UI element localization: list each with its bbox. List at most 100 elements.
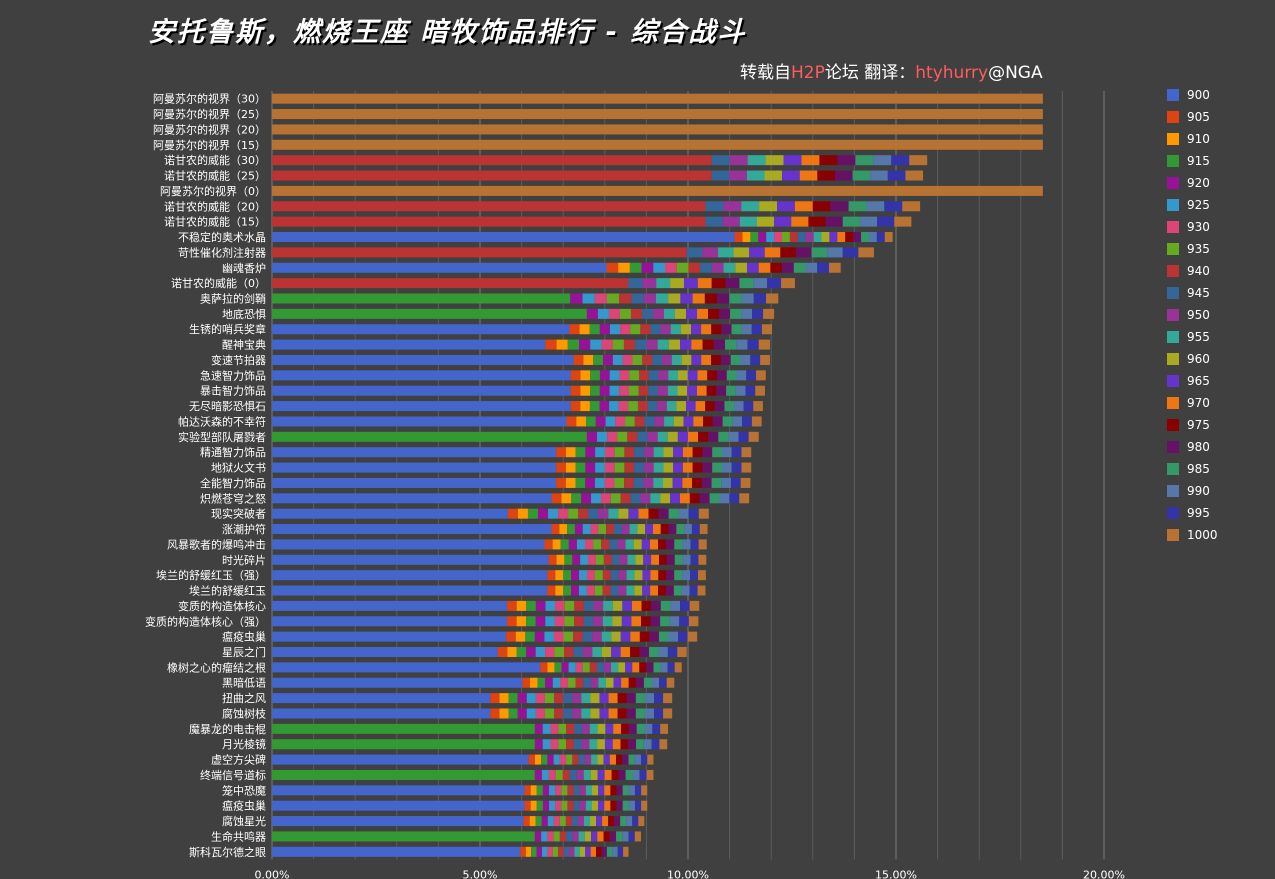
bar-segment <box>703 416 713 427</box>
bar-segment <box>643 739 652 750</box>
bar-segment <box>619 554 628 565</box>
bar-segment <box>701 354 712 365</box>
bar-segment <box>667 431 678 442</box>
bar-segment <box>517 708 527 719</box>
bar-segment <box>603 754 610 765</box>
bar-segment <box>688 508 699 519</box>
legend-swatch <box>1167 529 1179 541</box>
bar-segment <box>612 846 618 857</box>
credit-source: H2P <box>791 63 825 83</box>
bar-segment <box>614 447 625 458</box>
bar-segment <box>657 339 669 350</box>
bar-segment <box>740 477 751 488</box>
bar-segment <box>687 385 697 396</box>
bar-segment <box>272 308 587 319</box>
bar-segment <box>634 754 641 765</box>
bar-segment <box>541 816 548 827</box>
bar-segment <box>536 800 543 811</box>
bar-segment <box>583 354 594 365</box>
bar-segment <box>272 785 525 796</box>
bar-segment <box>565 477 576 488</box>
bar-segment <box>563 631 574 642</box>
bar-segment <box>628 739 637 750</box>
bar-segment <box>720 354 731 365</box>
bar-segment <box>642 585 651 596</box>
bar-segment <box>827 247 843 258</box>
bar-segment <box>597 769 605 780</box>
bar-segment <box>272 416 567 427</box>
bar-segment <box>741 447 752 458</box>
bar-segment <box>731 447 742 458</box>
legend-swatch <box>1167 463 1179 475</box>
bar-segment <box>750 354 761 365</box>
bar-segment <box>739 216 757 227</box>
legend-label: 930 <box>1187 220 1210 234</box>
bar-segment <box>555 600 565 611</box>
bar-segment <box>567 785 574 796</box>
bar-segment <box>853 232 862 243</box>
bar-segment <box>626 693 636 704</box>
category-label: 醒神宝典 <box>222 338 266 352</box>
bar-segment <box>578 754 585 765</box>
bar-segment <box>595 554 604 565</box>
bar-segment <box>604 785 611 796</box>
bar-segment <box>272 293 571 304</box>
bar-segment <box>569 324 580 335</box>
bar-segment <box>729 493 740 504</box>
bar-segment <box>535 693 545 704</box>
bar-segment <box>609 385 620 396</box>
bar-segment <box>652 524 661 535</box>
bar-segment <box>547 754 554 765</box>
bar-segment <box>718 431 729 442</box>
bar-segment <box>575 677 584 688</box>
bar-segment <box>529 816 536 827</box>
legend-label: 960 <box>1187 352 1210 366</box>
bar-segment <box>650 585 659 596</box>
category-label: 实验型部队屠戮者 <box>178 430 266 444</box>
bar-segment <box>658 370 669 381</box>
bar-segment <box>660 324 671 335</box>
bar-segment <box>643 447 654 458</box>
bar-segment <box>825 216 843 227</box>
bar-segment <box>272 769 535 780</box>
bar-segment <box>556 554 565 565</box>
bar-segment <box>555 800 562 811</box>
bar-segment <box>741 462 752 473</box>
category-label: 橡树之心的瘤结之根 <box>167 660 266 674</box>
bar-segment <box>676 524 685 535</box>
bar-segment <box>663 462 674 473</box>
bar-segment <box>535 616 546 627</box>
bar-segment <box>575 662 583 673</box>
bar-segment <box>599 324 610 335</box>
bar-segment <box>535 708 545 719</box>
bar-segment <box>671 354 682 365</box>
bar-segment <box>272 109 1043 120</box>
bar-segment <box>586 416 596 427</box>
bar-segment <box>611 631 621 642</box>
bar-segment <box>652 308 664 319</box>
bar-segment <box>564 600 575 611</box>
category-label: 诺甘农的威能（15） <box>164 215 266 229</box>
x-tick-label: 10.00% <box>667 869 709 879</box>
bar-segment <box>604 462 615 473</box>
bar-segment <box>722 416 733 427</box>
bar-segment <box>735 262 747 273</box>
bar-segment <box>610 570 619 581</box>
bar-segment <box>650 324 661 335</box>
bar-segment <box>621 723 629 734</box>
bar-segment <box>642 278 657 289</box>
bar-segment <box>630 493 641 504</box>
bar-segment <box>653 662 661 673</box>
bar-segment <box>761 324 773 335</box>
bar-segment <box>692 462 703 473</box>
bar-segment <box>622 754 629 765</box>
bar-segment <box>591 754 598 765</box>
bar-segment <box>644 693 655 704</box>
bar-segment <box>733 247 750 258</box>
bar-segment <box>609 831 617 842</box>
bar-segment <box>526 708 536 719</box>
bar-segment <box>614 477 625 488</box>
bar-segment <box>574 723 582 734</box>
bar-segment <box>585 477 595 488</box>
category-label: 暴击智力饰品 <box>200 384 266 398</box>
